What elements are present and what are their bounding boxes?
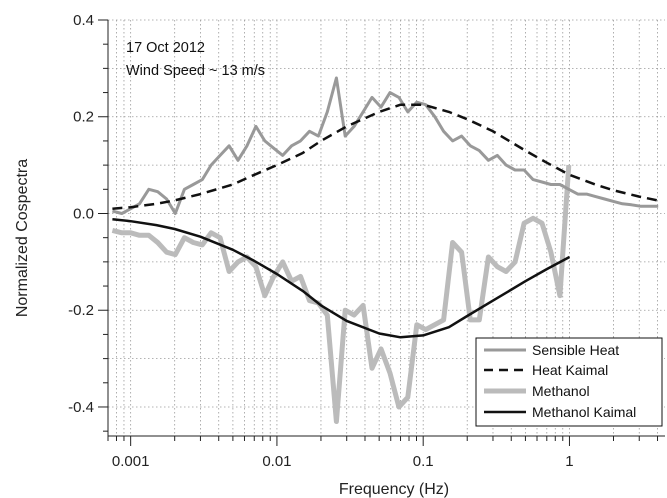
y-tick-label: -0.4	[68, 399, 94, 416]
x-tick-label: 1	[565, 453, 573, 470]
grid	[107, 19, 665, 436]
x-tick-label: 0.001	[112, 453, 150, 470]
legend-label-sensible-heat: Sensible Heat	[532, 342, 619, 358]
legend-label-methanol-kaimal: Methanol Kaimal	[532, 404, 636, 420]
y-tick-label: 0.2	[73, 109, 94, 126]
y-tick-label: -0.2	[68, 302, 94, 319]
y-axis-title: Normalized Cospectra	[14, 159, 31, 317]
x-tick-label: 0.1	[413, 453, 434, 470]
annotation-wind-speed: Wind Speed ~ 13 m/s	[126, 63, 265, 79]
y-tick-label: 0.4	[73, 12, 94, 29]
series-heat-kaimal	[112, 103, 658, 210]
series-methanol	[111, 164, 572, 424]
legend-label-heat-kaimal: Heat Kaimal	[532, 362, 608, 378]
series-methanol-kaimal	[112, 218, 571, 339]
axes: 0.001 0.01 0.1 1 0.4 0.2 0.0 -0.2 -0.4	[68, 12, 665, 470]
annotation-date: 17 Oct 2012	[126, 40, 205, 56]
x-axis-title: Frequency (Hz)	[339, 481, 449, 498]
legend-label-methanol: Methanol	[532, 383, 590, 399]
legend: Sensible Heat Heat Kaimal Methanol Metha…	[475, 337, 663, 427]
series-layer	[111, 76, 659, 424]
x-tick-label: 0.01	[262, 453, 291, 470]
y-tick-label: 0.0	[73, 205, 94, 222]
series-sensible-heat	[112, 76, 659, 215]
